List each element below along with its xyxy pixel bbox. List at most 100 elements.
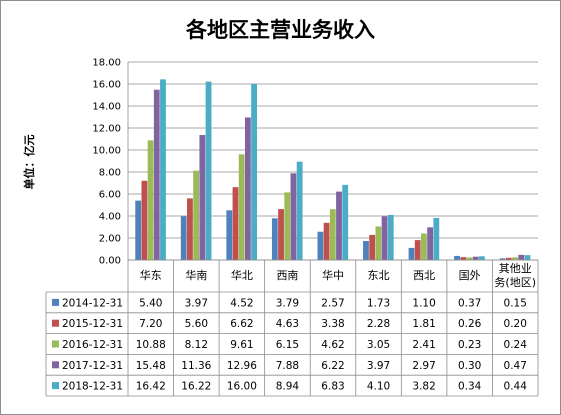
y-tick-label: 8.00 (99, 168, 121, 179)
bar (408, 247, 415, 260)
category-label: 西北 (413, 269, 435, 282)
legend-label: 2017-12-31 (62, 360, 123, 372)
bar (518, 254, 525, 260)
legend-key (52, 340, 59, 348)
data-label: 7.20 (139, 318, 162, 330)
bar (244, 117, 251, 260)
bar (342, 184, 349, 260)
data-label: 9.61 (230, 339, 253, 351)
data-label: 0.34 (458, 381, 482, 393)
bar (336, 191, 342, 260)
data-label: 6.15 (276, 339, 299, 351)
data-label: 6.22 (321, 360, 344, 372)
data-label: 8.12 (185, 339, 208, 351)
y-tick-label: 4.00 (99, 212, 121, 223)
data-label: 5.40 (139, 297, 162, 309)
data-label: 0.26 (458, 318, 482, 330)
bar (205, 81, 212, 260)
data-label: 1.81 (412, 318, 435, 330)
category-label: 华中 (322, 268, 344, 282)
data-label: 4.62 (321, 339, 344, 351)
bar (290, 173, 297, 260)
bar (421, 233, 427, 260)
category-label: 务(地区) (494, 276, 536, 289)
bar (414, 240, 421, 260)
bar (232, 187, 239, 260)
legend-label: 2016-12-31 (62, 339, 123, 351)
data-label: 10.88 (136, 339, 166, 351)
data-label: 12.96 (227, 360, 257, 372)
category-label: 国外 (459, 269, 481, 282)
bar (284, 192, 291, 260)
legend-key (52, 298, 59, 306)
data-label: 6.62 (230, 318, 253, 330)
legend-key (52, 361, 59, 369)
bar (505, 257, 512, 260)
data-label: 5.60 (185, 318, 208, 330)
bar (375, 226, 382, 260)
category-label: 其他业 (499, 262, 532, 275)
data-label: 1.10 (412, 297, 435, 309)
y-tick-label: 6.00 (99, 190, 121, 201)
bar (187, 198, 193, 260)
data-label: 8.94 (276, 381, 300, 393)
data-label: 2.97 (412, 360, 435, 372)
data-label: 0.23 (458, 339, 481, 351)
legend-label: 2018-12-31 (62, 381, 123, 393)
bar (323, 222, 330, 260)
bar (524, 255, 531, 260)
data-label: 6.83 (321, 381, 344, 393)
data-label: 4.52 (230, 297, 253, 309)
legend-key (52, 382, 59, 390)
data-label: 2.41 (412, 339, 435, 351)
bar (427, 227, 434, 260)
bar (180, 216, 187, 260)
legend-key (52, 319, 59, 327)
data-label: 11.36 (181, 360, 211, 372)
data-label: 16.22 (181, 381, 211, 393)
bar (317, 231, 324, 260)
data-label: 7.88 (276, 360, 299, 372)
y-tick-label: 10.00 (92, 146, 121, 157)
data-label: 3.82 (412, 381, 435, 393)
data-label: 3.97 (185, 297, 208, 309)
data-label: 3.97 (367, 360, 390, 372)
bar (296, 161, 303, 260)
data-label: 16.42 (136, 381, 166, 393)
data-label: 15.48 (136, 360, 166, 372)
data-label: 0.15 (504, 297, 527, 309)
bar (472, 256, 479, 260)
category-label: 华南 (185, 268, 207, 282)
data-label: 0.44 (504, 381, 528, 393)
bar (460, 257, 467, 260)
data-label: 2.28 (367, 318, 390, 330)
category-label: 西南 (276, 269, 298, 282)
y-tick-label: 18.00 (92, 58, 121, 69)
data-label: 1.73 (367, 297, 390, 309)
bar (329, 209, 336, 260)
category-label: 东北 (368, 269, 390, 282)
bar (141, 180, 148, 260)
y-tick-label: 0.00 (99, 256, 121, 267)
y-tick-label: 14.00 (92, 102, 121, 113)
bar (512, 257, 518, 260)
bar (381, 216, 388, 260)
bar (387, 214, 394, 260)
bar (278, 209, 284, 260)
bar (160, 79, 166, 260)
data-label: 2.57 (321, 297, 344, 309)
bar (454, 255, 460, 260)
bar (147, 140, 154, 260)
y-tick-label: 16.00 (92, 80, 121, 91)
bar (153, 89, 160, 260)
bar (499, 258, 506, 260)
y-tick-label: 2.00 (99, 234, 121, 245)
data-label: 0.24 (504, 339, 528, 351)
data-label: 4.63 (276, 318, 299, 330)
data-label: 0.47 (504, 360, 527, 372)
bar (466, 257, 473, 260)
bar (199, 135, 206, 260)
category-label: 华北 (231, 268, 253, 282)
bar (433, 217, 440, 260)
